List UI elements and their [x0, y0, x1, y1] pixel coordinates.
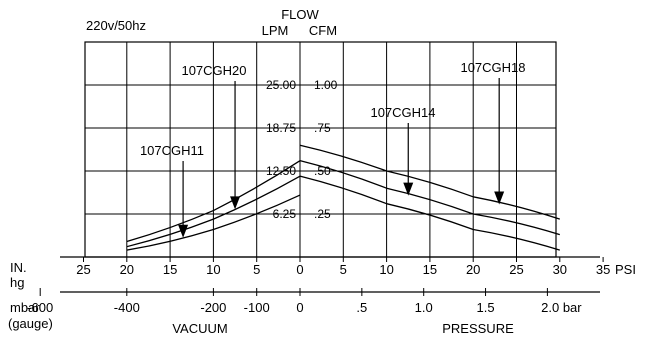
chart-labels: 107CGH11 107CGH20 107CGH14 107CGH18 [140, 60, 526, 158]
vacuum-tick-label: 0 [296, 262, 303, 277]
arrow-head [230, 196, 241, 210]
lpm-tick-label: 18.75 [266, 121, 296, 135]
curve-107cgh20 [126, 175, 301, 248]
psi-tick-label: 35 [596, 262, 610, 277]
curve-107cgh18 [299, 144, 561, 220]
series-label: 107CGH14 [370, 105, 435, 120]
psi-tick-label: 5 [340, 262, 347, 277]
bar-tick-label: 1.5 [477, 300, 495, 315]
series-label: 107CGH11 [140, 143, 204, 158]
mbar-unit-label: mbar [10, 300, 40, 315]
psi-tick-label: 10 [379, 262, 393, 277]
psi-tick-label: 30 [553, 262, 567, 277]
lpm-tick-label: 6.25 [273, 207, 297, 221]
lpm-axis-label: LPM [262, 23, 289, 38]
bar-tick-label: 1.0 [415, 300, 433, 315]
curve-unlabeled-4 [299, 175, 560, 251]
series-label: 107CGH20 [181, 63, 246, 78]
gauge-unit-label: (gauge) [8, 316, 53, 331]
vacuum-tick-label: 5 [253, 262, 260, 277]
vacuum-tick-label: 20 [120, 262, 134, 277]
flow-title: FLOW [281, 7, 319, 22]
mbar-tick-label: 0 [296, 300, 303, 315]
cfm-tick-label: .50 [314, 164, 331, 178]
psi-tick-label: 25 [509, 262, 523, 277]
arrow-head [403, 182, 414, 196]
lpm-tick-label: 25.00 [266, 78, 296, 92]
lpm-tick-label: 12.50 [266, 164, 296, 178]
cfm-axis-label: CFM [309, 23, 337, 38]
cfm-tick-label: 1.00 [314, 78, 338, 92]
vacuum-tick-label: 10 [206, 262, 220, 277]
mbar-tick-label: -600 [27, 300, 53, 315]
series-label: 107CGH18 [460, 60, 525, 75]
bar-tick-label: .5 [356, 300, 367, 315]
cfm-tick-label: .75 [314, 121, 331, 135]
psi-tick-label: 20 [466, 262, 480, 277]
mbar-tick-label: -100 [244, 300, 270, 315]
vacuum-unit-label: IN. [10, 260, 27, 275]
cfm-tick-label: .25 [314, 207, 331, 221]
arrow-head [178, 224, 189, 238]
arrow-head [494, 191, 505, 205]
psi-unit-label: PSI [615, 262, 636, 277]
vacuum-tick-label: 15 [163, 262, 177, 277]
psi-tick-label: 15 [423, 262, 437, 277]
vacuum-region-label: VACUUM [172, 321, 227, 336]
curve-107cgh14 [126, 159, 560, 243]
mbar-tick-label: -200 [200, 300, 226, 315]
chart-arrows [178, 78, 505, 238]
vacuum-tick-label: 25 [76, 262, 90, 277]
bar-tick-label: 2.0 bar [541, 300, 582, 315]
chart-grid [84, 41, 557, 258]
vacuum-unit-label-2: hg [10, 275, 24, 290]
subtitle: 220v/50hz [86, 18, 146, 33]
pressure-region-label: PRESSURE [442, 321, 514, 336]
chart-curves [126, 144, 561, 251]
curve-107cgh11 [126, 194, 301, 251]
mbar-tick-label: -400 [114, 300, 140, 315]
